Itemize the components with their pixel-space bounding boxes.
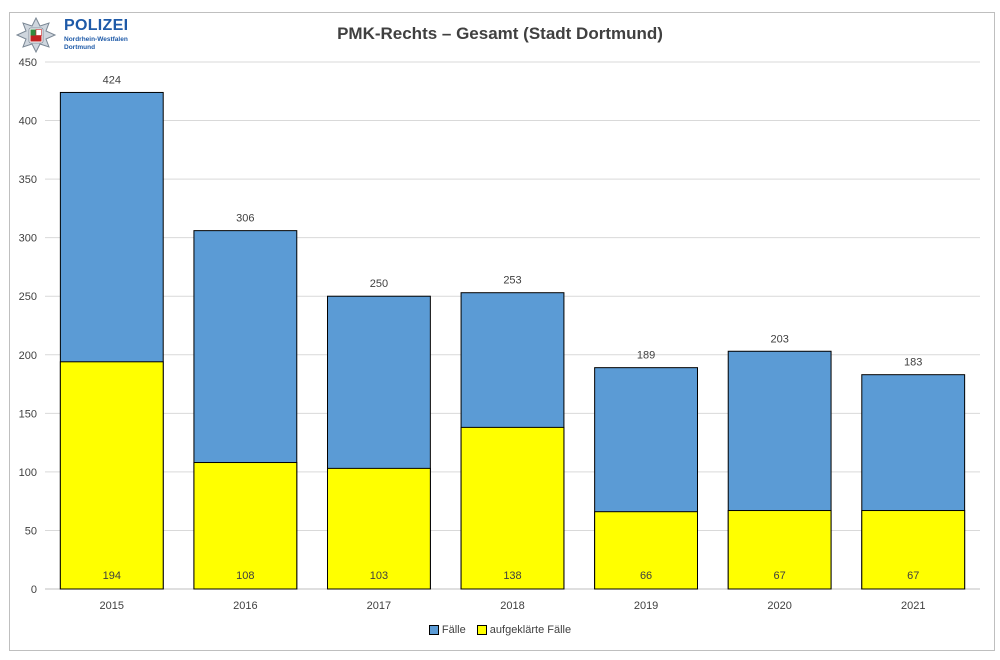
bar-aufgeklaerte-faelle <box>727 510 832 590</box>
legend-item-faelle: Fälle <box>428 624 466 636</box>
data-label-aufgeklaerte-faelle: 103 <box>370 570 388 582</box>
y-tick-label: 50 <box>25 525 37 537</box>
chart-title: PMK-Rechts – Gesamt (Stadt Dortmund) <box>337 24 663 43</box>
legend-label-faelle: Fälle <box>441 624 466 636</box>
bar-aufgeklaerte-faelle <box>59 361 164 590</box>
y-tick-label: 300 <box>19 233 37 245</box>
bar-aufgeklaerte-faelle <box>193 462 298 590</box>
logo-wordmark: POLIZEI <box>64 17 129 34</box>
police-logo: POLIZEI Nordrhein-Westfalen Dortmund <box>14 16 134 54</box>
data-label-faelle: 253 <box>503 275 521 287</box>
y-tick-label: 150 <box>19 408 37 420</box>
data-label-aufgeklaerte-faelle: 67 <box>774 570 786 582</box>
y-tick-label: 0 <box>31 584 37 596</box>
y-tick-label: 400 <box>19 116 37 128</box>
bar-aufgeklaerte-faelle <box>460 426 565 590</box>
y-tick-label: 350 <box>19 174 37 186</box>
x-tick-label: 2021 <box>901 600 925 612</box>
legend-swatch-aufgeklaerte-faelle <box>476 625 487 636</box>
x-tick-label: 2016 <box>233 600 257 612</box>
x-tick-label: 2018 <box>500 600 524 612</box>
legend-item-aufgeklaerte-faelle: aufgeklärte Fälle <box>476 624 572 636</box>
legend-swatch-faelle <box>428 625 439 636</box>
x-tick-label: 2015 <box>100 600 124 612</box>
data-label-faelle: 250 <box>370 278 388 290</box>
x-tick-label: 2020 <box>767 600 791 612</box>
x-tick-label: 2017 <box>367 600 391 612</box>
data-label-faelle: 183 <box>904 357 922 369</box>
bar-aufgeklaerte-faelle <box>594 511 698 590</box>
police-star-icon <box>15 16 57 54</box>
logo-state: Nordrhein-Westfalen <box>64 36 128 43</box>
data-label-aufgeklaerte-faelle: 67 <box>907 570 919 582</box>
logo-city: Dortmund <box>64 44 96 51</box>
y-tick-label: 200 <box>19 350 37 362</box>
y-tick-label: 450 <box>19 57 37 69</box>
y-tick-label: 100 <box>19 467 37 479</box>
data-label-aufgeklaerte-faelle: 66 <box>640 570 652 582</box>
data-label-aufgeklaerte-faelle: 194 <box>103 570 121 582</box>
chart-legend: Fälle aufgeklärte Fälle <box>0 624 1000 636</box>
data-label-faelle: 306 <box>236 213 254 225</box>
data-label-aufgeklaerte-faelle: 138 <box>503 570 521 582</box>
legend-label-aufgeklaerte-faelle: aufgeklärte Fälle <box>489 624 572 636</box>
bar-aufgeklaerte-faelle <box>327 467 431 590</box>
data-label-faelle: 203 <box>770 333 788 345</box>
data-label-faelle: 424 <box>103 74 121 86</box>
bar-aufgeklaerte-faelle <box>861 510 966 590</box>
x-tick-label: 2019 <box>634 600 658 612</box>
data-label-faelle: 189 <box>637 350 655 362</box>
data-label-aufgeklaerte-faelle: 108 <box>236 570 254 582</box>
y-tick-label: 250 <box>19 291 37 303</box>
